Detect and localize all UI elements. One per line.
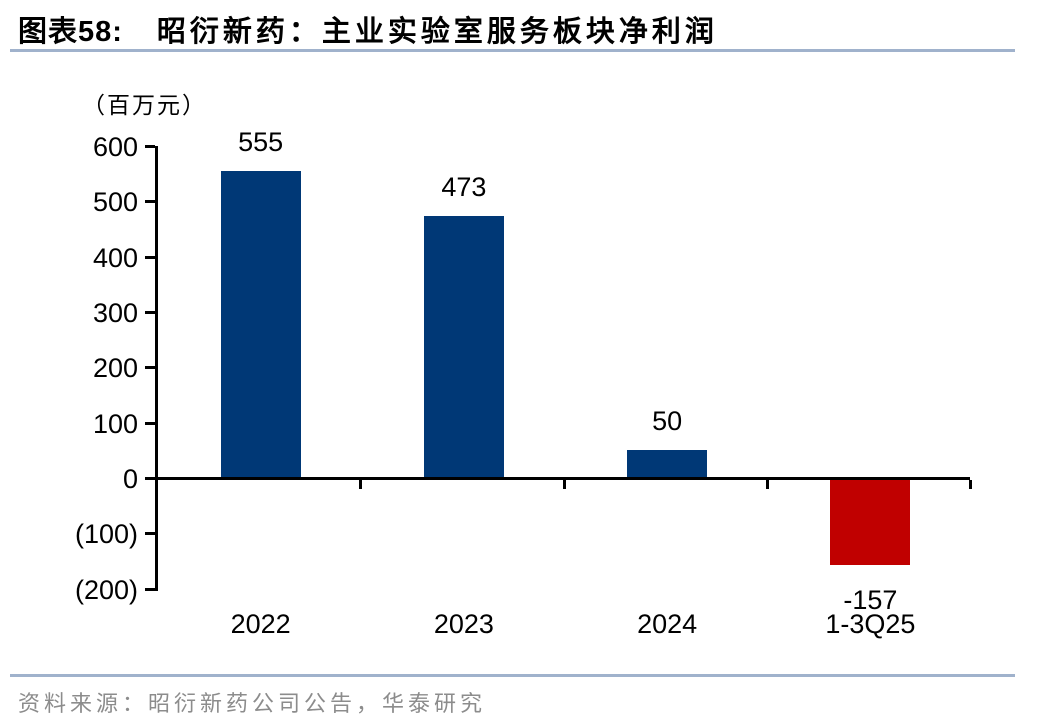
chart-title: 昭衍新药：主业实验室服务板块净利润 (156, 16, 718, 48)
y-axis-tick (145, 366, 155, 370)
y-axis-tick-label: 0 (122, 464, 138, 494)
bar-value-label: 50 (652, 406, 683, 437)
x-axis-category-label: 2024 (637, 609, 698, 639)
bar-value-label: 473 (441, 172, 487, 203)
figure-number-label: 图表58: (18, 16, 123, 48)
y-axis-tick (145, 200, 155, 204)
bar-value-label: -157 (843, 584, 898, 615)
y-axis-tick (145, 477, 155, 480)
y-axis-tick (145, 421, 155, 425)
bar-negative (830, 478, 911, 565)
y-axis-tick-label: 100 (92, 408, 138, 439)
y-axis-tick-label: 600 (92, 132, 138, 163)
y-axis-tick-label: (200) (74, 574, 138, 605)
bar-value-label: 555 (238, 126, 284, 157)
y-axis-unit-label: （百万元） (82, 92, 207, 118)
y-axis-tick-label: 300 (92, 298, 138, 328)
bar-positive (423, 216, 504, 478)
y-axis-tick-label: 500 (92, 187, 138, 218)
footer-divider-line (10, 674, 1015, 677)
x-axis-category-label: 1-3Q25 (825, 609, 916, 639)
y-axis-tick-label: 400 (92, 242, 138, 273)
y-axis-tick (145, 587, 155, 591)
bar-positive (220, 170, 301, 478)
x-axis-tick (359, 480, 363, 489)
bar-positive (627, 450, 708, 478)
source-note: 资料来源：昭衍新药公司公告，华泰研究 (18, 691, 487, 716)
y-axis-tick (145, 255, 155, 259)
y-axis-tick (145, 311, 155, 314)
y-axis-tick (145, 532, 155, 536)
x-axis-zero-line (155, 477, 970, 480)
x-axis-tick (765, 480, 769, 489)
y-axis-tick-label: 200 (92, 353, 138, 384)
title-divider-line (10, 49, 1015, 52)
x-axis-tick (969, 480, 972, 489)
x-axis-category-label: 2022 (230, 609, 291, 639)
x-axis-category-label: 2023 (433, 609, 494, 639)
x-axis-tick (562, 480, 566, 489)
y-axis-tick-label: (100) (74, 519, 138, 550)
y-axis-line (155, 146, 158, 591)
y-axis-tick (145, 145, 155, 149)
chart-header: 图表58: 昭衍新药：主业实验室服务板块净利润 (18, 8, 1018, 48)
